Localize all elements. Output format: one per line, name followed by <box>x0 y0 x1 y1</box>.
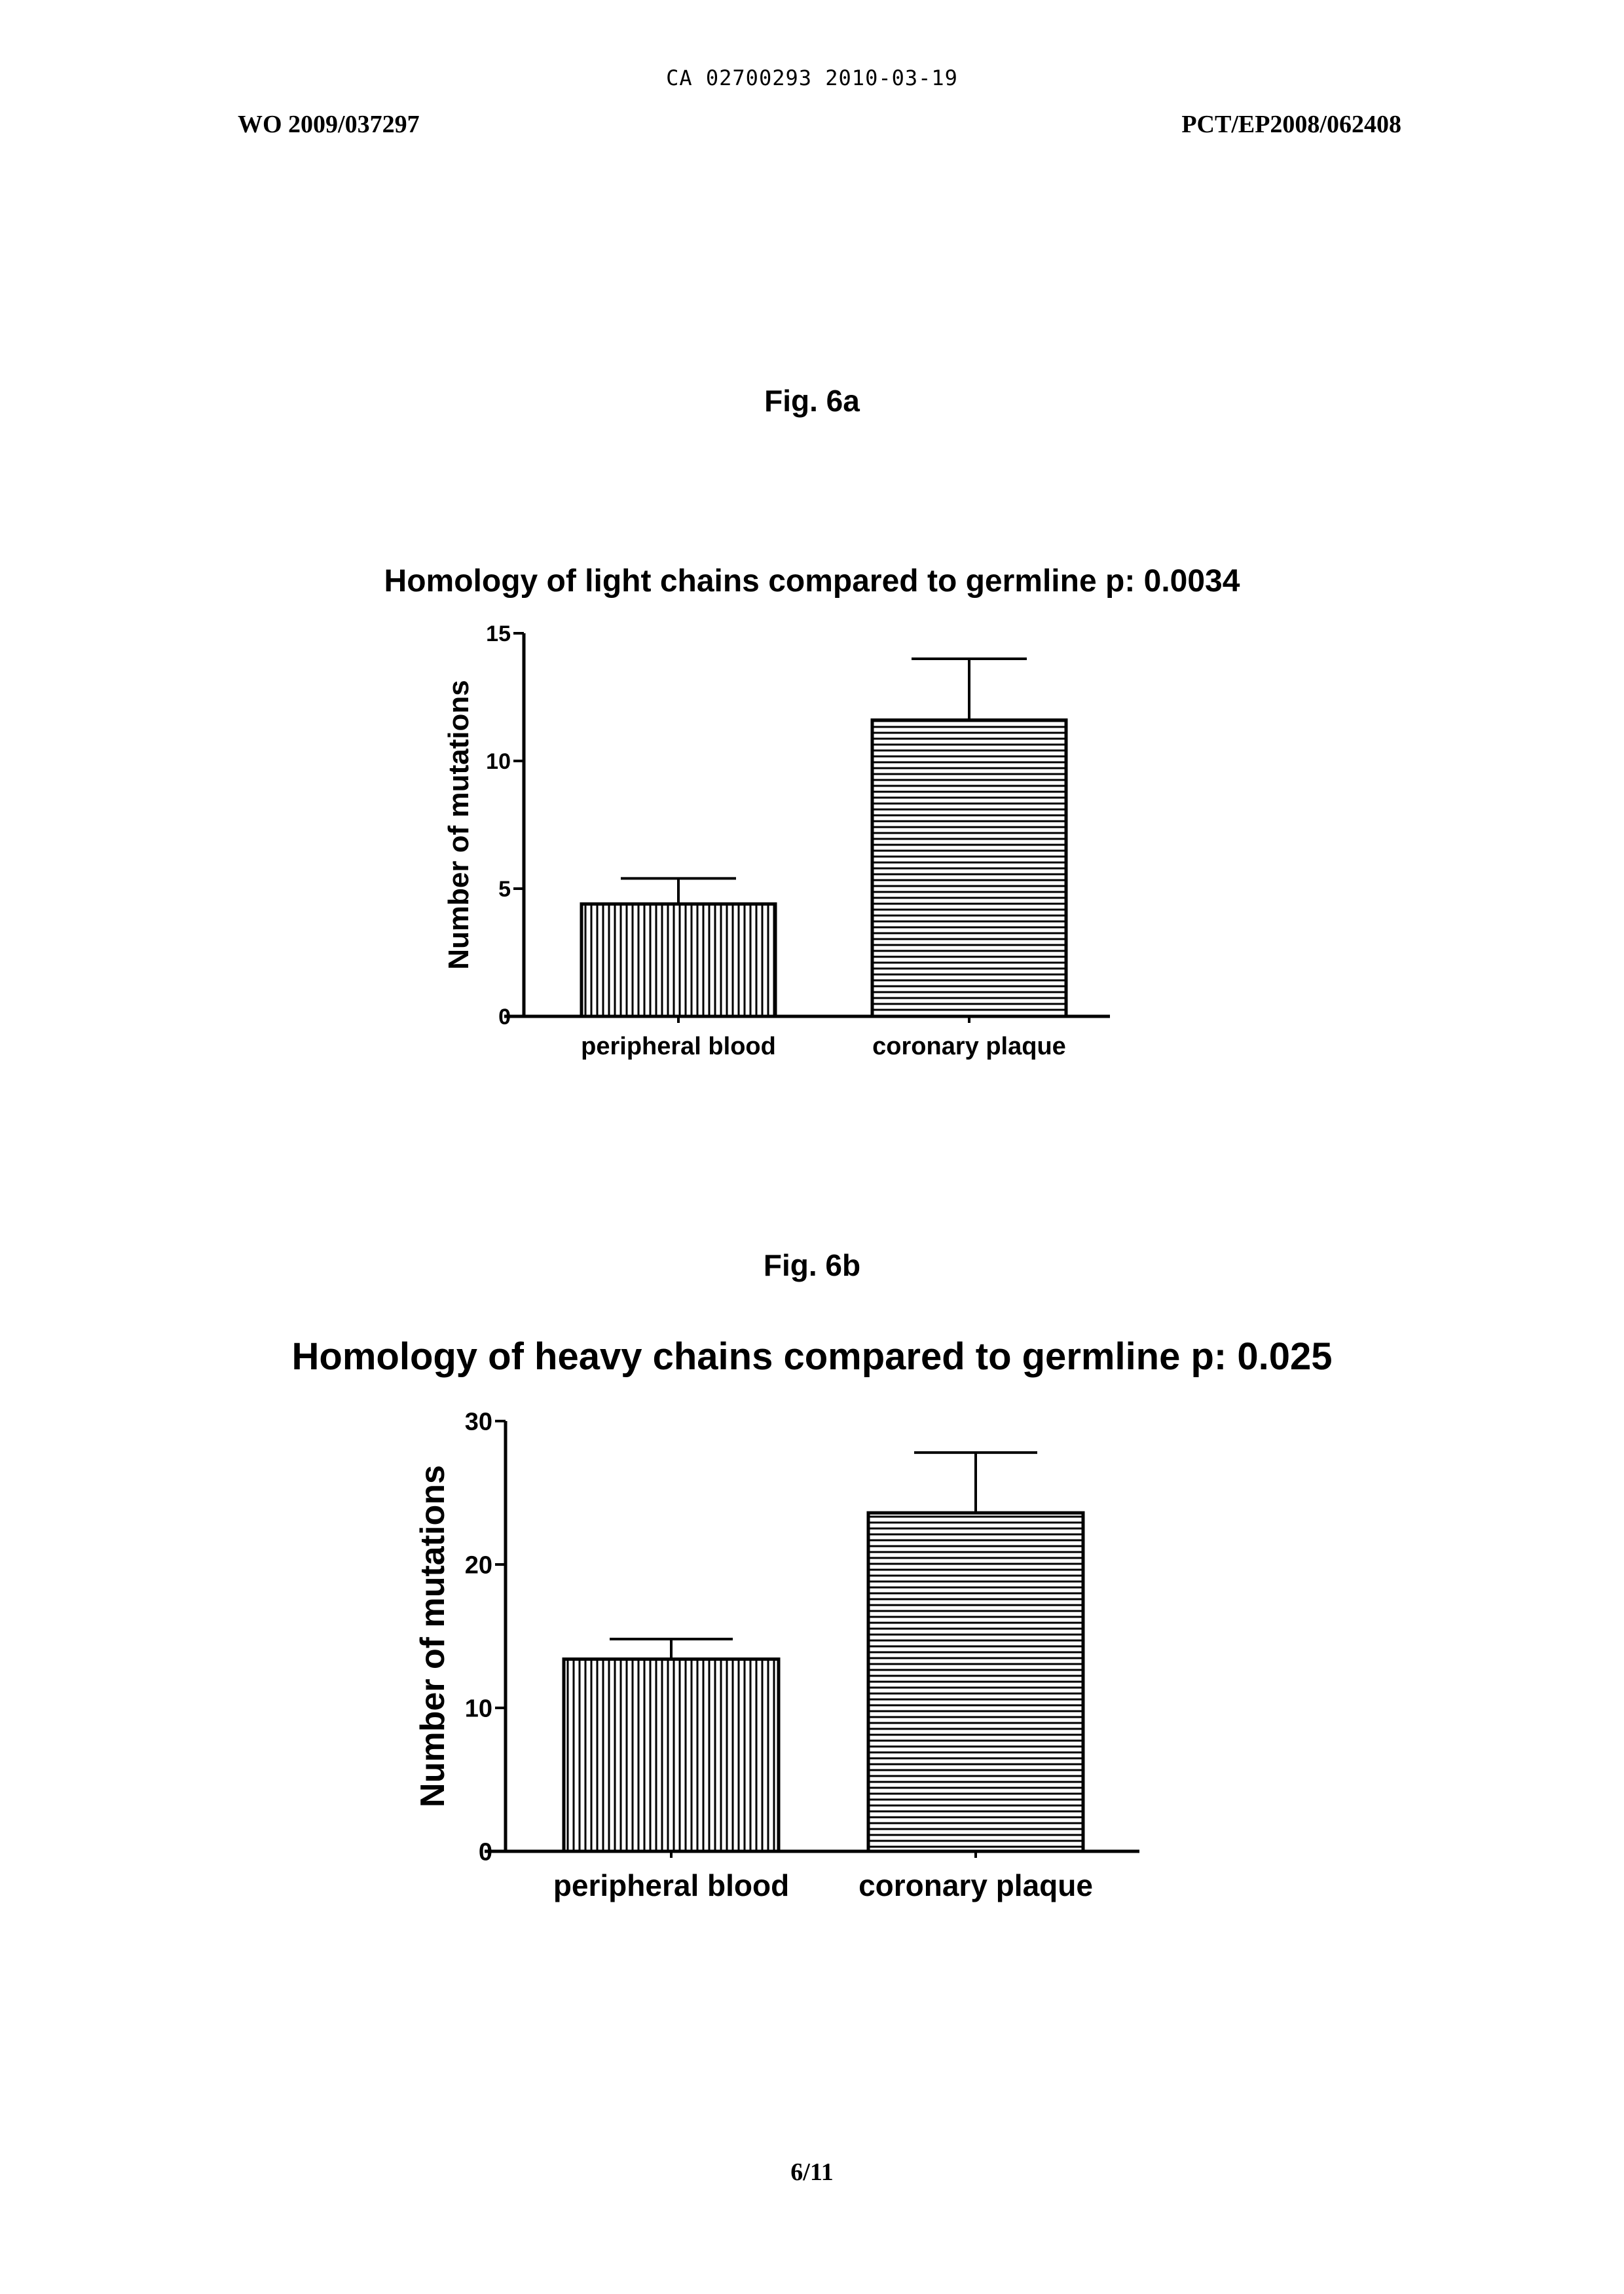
y-tick-label: 20 <box>465 1552 492 1580</box>
category-label: coronary plaque <box>858 1868 1093 1902</box>
bar <box>564 1659 779 1851</box>
y-tick-label: 0 <box>479 1839 492 1866</box>
page-number: 6/11 <box>0 2158 1624 2187</box>
y-axis-label: Number of mutations <box>414 1465 452 1807</box>
y-tick-label: 10 <box>465 1695 492 1723</box>
y-tick-label: 30 <box>465 1409 492 1436</box>
category-label: peripheral blood <box>553 1868 789 1902</box>
bar <box>868 1513 1083 1851</box>
